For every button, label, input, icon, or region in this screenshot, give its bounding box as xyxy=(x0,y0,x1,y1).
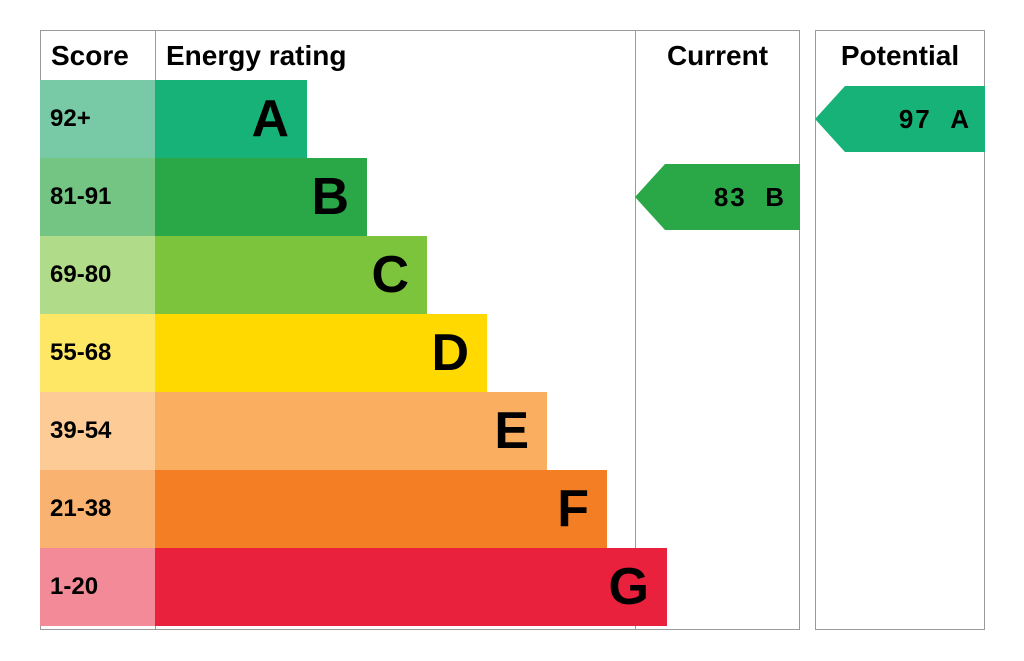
potential-letter: A xyxy=(950,104,971,135)
rating-row-B: 81-91B xyxy=(40,158,990,236)
score-range-C: 69-80 xyxy=(40,236,155,314)
rating-bar-E: E xyxy=(155,392,547,470)
header-rating: Energy rating xyxy=(156,31,635,81)
rating-row-C: 69-80C xyxy=(40,236,990,314)
score-range-G: 1-20 xyxy=(40,548,155,626)
rating-row-E: 39-54E xyxy=(40,392,990,470)
chart-area: Score Energy rating Current Potential 92… xyxy=(40,30,990,630)
score-range-E: 39-54 xyxy=(40,392,155,470)
rating-row-G: 1-20G xyxy=(40,548,990,626)
score-range-B: 81-91 xyxy=(40,158,155,236)
score-range-A: 92+ xyxy=(40,80,155,158)
current-letter: B xyxy=(765,182,786,213)
potential-rating-badge: 97 A xyxy=(845,86,985,152)
score-range-F: 21-38 xyxy=(40,470,155,548)
score-range-D: 55-68 xyxy=(40,314,155,392)
rating-row-F: 21-38F xyxy=(40,470,990,548)
rating-row-D: 55-68D xyxy=(40,314,990,392)
rating-bar-A: A xyxy=(155,80,307,158)
rating-bar-C: C xyxy=(155,236,427,314)
header-current: Current xyxy=(636,31,799,81)
rating-bar-D: D xyxy=(155,314,487,392)
header-score: Score xyxy=(41,31,155,81)
rating-bar-B: B xyxy=(155,158,367,236)
potential-value: 97 xyxy=(899,104,932,135)
rating-bar-G: G xyxy=(155,548,667,626)
energy-rating-chart: Score Energy rating Current Potential 92… xyxy=(0,0,1024,661)
header-potential: Potential xyxy=(816,31,984,81)
current-rating-badge: 83 B xyxy=(665,164,800,230)
rating-bar-F: F xyxy=(155,470,607,548)
current-value: 83 xyxy=(714,182,747,213)
